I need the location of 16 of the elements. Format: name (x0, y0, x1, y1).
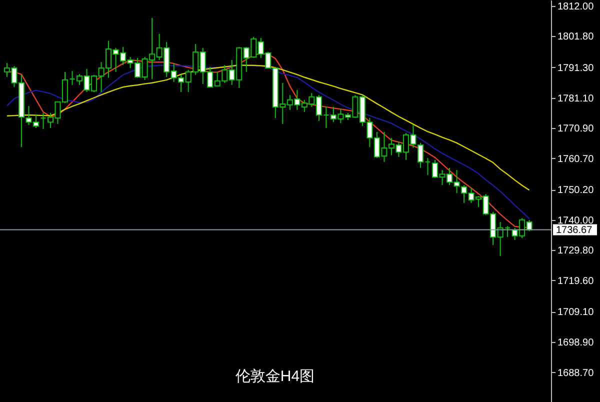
y-tick-label: 1719.60 (558, 276, 594, 287)
y-tick-label: 1770.90 (558, 124, 594, 135)
y-tick-label: 1760.70 (558, 154, 594, 165)
candlestick (40, 112, 46, 130)
y-tick-label: 1688.70 (558, 368, 594, 379)
y-tick-label: 1709.10 (558, 307, 594, 318)
y-tick-label: 1801.80 (558, 32, 594, 43)
y-tick-label: 1812.00 (558, 1, 594, 12)
y-tick-label: 1781.10 (558, 93, 594, 104)
y-tick-label: 1750.20 (558, 185, 594, 196)
y-tick-label: 1698.90 (558, 337, 594, 348)
y-tick-label: 1729.80 (558, 246, 594, 257)
y-tick-label: 1740.00 (558, 215, 594, 226)
y-tick-label: 1791.30 (558, 62, 594, 74)
text: 伦敦金H4图 (235, 368, 315, 385)
ref-line-label: 1736.67 (556, 224, 593, 236)
